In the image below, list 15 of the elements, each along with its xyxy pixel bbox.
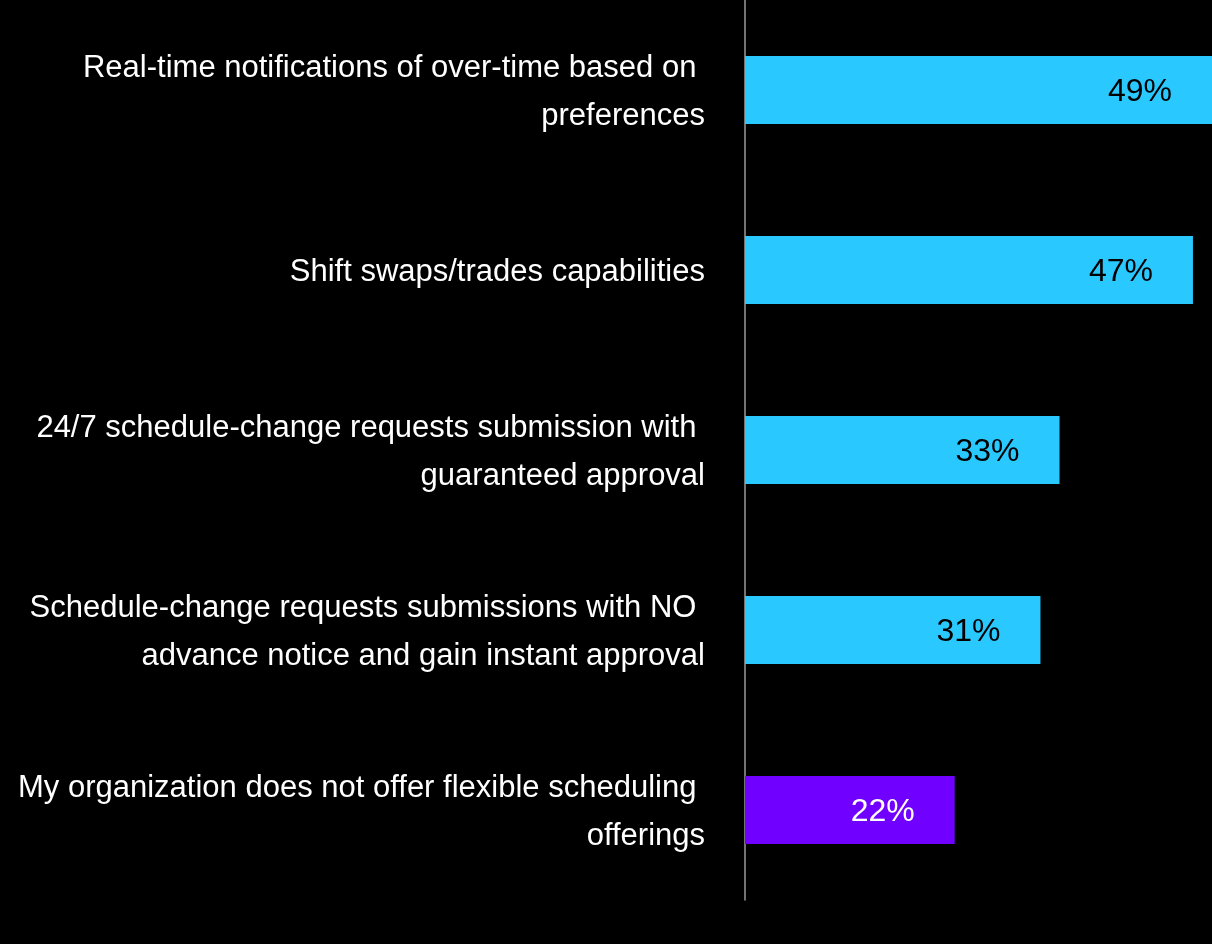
y-tick-label: Real-time notifications of over-time based on preferences xyxy=(82,48,705,132)
bar xyxy=(745,776,955,844)
y-tick-label: My organization does not offer flexible scheduling offerings xyxy=(17,768,705,852)
data-label: 47% xyxy=(1088,252,1153,288)
bar xyxy=(745,56,1212,124)
data-label: 31% xyxy=(936,612,1001,648)
y-tick-label: Shift swaps/trades capabilities xyxy=(289,252,705,288)
data-label: 22% xyxy=(850,792,915,828)
y-tick-label: Schedule-change requests submissions with NO advance notice and gain instant approval xyxy=(29,588,705,672)
data-label: 33% xyxy=(955,432,1020,468)
y-tick-label: 24/7 schedule-change requests submission with guaranteed approval xyxy=(36,408,705,492)
bar xyxy=(745,416,1060,484)
bar xyxy=(745,236,1193,304)
bar xyxy=(745,596,1041,664)
data-label: 49% xyxy=(1107,72,1172,108)
